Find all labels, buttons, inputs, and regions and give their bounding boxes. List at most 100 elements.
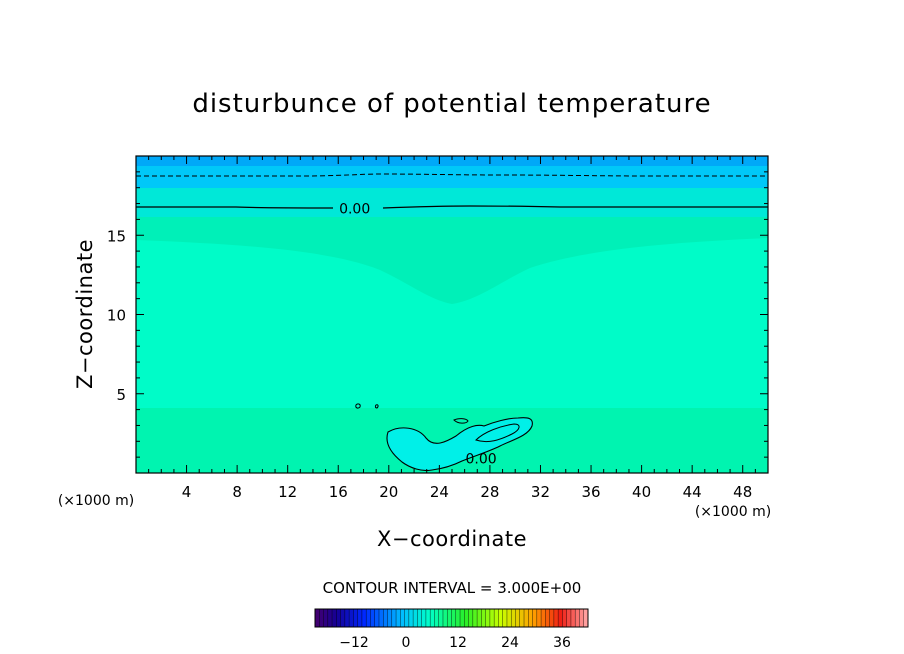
x-axis-label: X−coordinate bbox=[377, 527, 527, 551]
y-axis-label: Z−coordinate bbox=[73, 239, 97, 389]
colorbar-segment bbox=[506, 609, 512, 627]
x-tick-label: 24 bbox=[430, 483, 449, 501]
axis-ticks bbox=[136, 156, 768, 473]
colorbar-segment bbox=[383, 609, 388, 627]
x-axis-unit-left: (×1000 m) bbox=[58, 493, 134, 509]
x-tick-label: 20 bbox=[379, 483, 398, 501]
colorbar-segment bbox=[468, 609, 474, 627]
x-tick-label: 36 bbox=[581, 483, 600, 501]
anomaly-blob bbox=[386, 417, 533, 471]
colorbar-segment bbox=[545, 609, 550, 627]
colorbar-segment bbox=[485, 609, 491, 627]
colorbar-segment bbox=[353, 609, 358, 627]
chart-title: disturbunce of potential temperature bbox=[192, 89, 711, 119]
colorbar-tick-label: 0 bbox=[402, 635, 411, 651]
x-tick-label: 16 bbox=[329, 483, 348, 501]
contour-line-zero-upper bbox=[136, 205, 768, 209]
contour-label: 0.00 bbox=[339, 201, 370, 217]
colorbar-tick-label: 36 bbox=[553, 635, 571, 651]
colorbar-segment bbox=[374, 609, 380, 627]
colorbar-segment bbox=[344, 609, 350, 627]
colorbar-segment bbox=[532, 609, 538, 627]
colorbar-segment bbox=[519, 609, 525, 627]
colorbar-segment bbox=[361, 609, 367, 627]
colorbar-segment bbox=[438, 609, 444, 627]
colorbar-segment bbox=[515, 609, 521, 627]
contour-small-loop-2 bbox=[374, 404, 379, 409]
colorbar-segment bbox=[417, 609, 422, 627]
colorbar-segment bbox=[489, 609, 495, 627]
colorbar-segment bbox=[370, 609, 376, 627]
x-tick-label: 40 bbox=[632, 483, 651, 501]
contour-interval-text: CONTOUR INTERVAL = 3.000E+00 bbox=[323, 579, 582, 597]
upper-trough-region bbox=[136, 216, 768, 304]
colorbar-tick-label: −12 bbox=[339, 635, 369, 651]
colorbar-segment bbox=[425, 609, 431, 627]
colorbar-segment bbox=[558, 609, 563, 627]
colorbar-segment bbox=[319, 609, 324, 627]
colorbar-segment bbox=[528, 609, 533, 627]
upper-band bbox=[136, 165, 768, 188]
colorbar-segment bbox=[549, 609, 555, 627]
contour-line-zero-lower bbox=[386, 417, 533, 472]
colorbar-segment bbox=[502, 609, 508, 627]
colorbar-segment bbox=[447, 609, 452, 627]
x-tick-label: 48 bbox=[733, 483, 752, 501]
colorbar-segment bbox=[366, 609, 371, 627]
colorbar-segment bbox=[396, 609, 401, 627]
colorbar-segment bbox=[340, 609, 346, 627]
colorbar-segment bbox=[494, 609, 499, 627]
colorbar-segment bbox=[570, 609, 576, 627]
colorbar-segment bbox=[327, 609, 333, 627]
colorbar-segment bbox=[378, 609, 384, 627]
x-tick-label: 4 bbox=[182, 483, 192, 501]
x-tick-label: 44 bbox=[683, 483, 702, 501]
colorbar-segment bbox=[553, 609, 559, 627]
colorbar-segment bbox=[404, 609, 410, 627]
colorbar-segment bbox=[464, 609, 469, 627]
colorbar bbox=[314, 608, 589, 628]
colorbar-tick-label: 12 bbox=[449, 635, 467, 651]
colorbar-segment bbox=[315, 609, 320, 627]
colorbar-segment bbox=[472, 609, 478, 627]
y-tick-labels: 5 10 15 bbox=[107, 227, 126, 404]
colorbar-segment bbox=[541, 609, 546, 627]
colorbar-segment bbox=[387, 609, 393, 627]
x-tick-label: 8 bbox=[232, 483, 242, 501]
colorbar-segment bbox=[583, 609, 589, 627]
colorbar-segment bbox=[575, 609, 580, 627]
contour-small-loop-1 bbox=[355, 403, 361, 409]
x-tick-labels: 4 8 12 16 20 24 28 32 36 40 44 48 bbox=[182, 483, 752, 501]
colorbar-segment bbox=[498, 609, 503, 627]
colorbar-frame bbox=[314, 608, 589, 628]
colorbar-segment bbox=[400, 609, 405, 627]
colorbar-segment bbox=[357, 609, 363, 627]
colorbar-segment bbox=[430, 609, 435, 627]
transition-band bbox=[136, 186, 768, 217]
colorbar-segment bbox=[562, 609, 567, 627]
colorbar-segment bbox=[477, 609, 482, 627]
colorbar-segment bbox=[391, 609, 397, 627]
top-band bbox=[136, 156, 768, 166]
x-axis-unit-right: (×1000 m) bbox=[695, 504, 771, 520]
contour-small-loop-3 bbox=[453, 418, 469, 424]
colorbar-segment bbox=[442, 609, 448, 627]
colorbar-segment bbox=[323, 609, 329, 627]
x-tick-label: 32 bbox=[531, 483, 550, 501]
colorbar-segment bbox=[332, 609, 337, 627]
colorbar-segment bbox=[434, 609, 440, 627]
colorbar-segment bbox=[413, 609, 418, 627]
contour-line-upper-dashed bbox=[136, 173, 768, 177]
contour-label: 0.00 bbox=[465, 452, 496, 468]
colorbar-segment bbox=[524, 609, 529, 627]
colorbar-segment bbox=[536, 609, 542, 627]
contour-inner-loop bbox=[475, 423, 520, 443]
colorbar-segment bbox=[511, 609, 516, 627]
colorbar-segment bbox=[421, 609, 427, 627]
colorbar-segment bbox=[455, 609, 461, 627]
colorbar-segment bbox=[349, 609, 354, 627]
colorbar-segment bbox=[460, 609, 465, 627]
colorbar-segment bbox=[566, 609, 572, 627]
colorbar-segment bbox=[336, 609, 341, 627]
